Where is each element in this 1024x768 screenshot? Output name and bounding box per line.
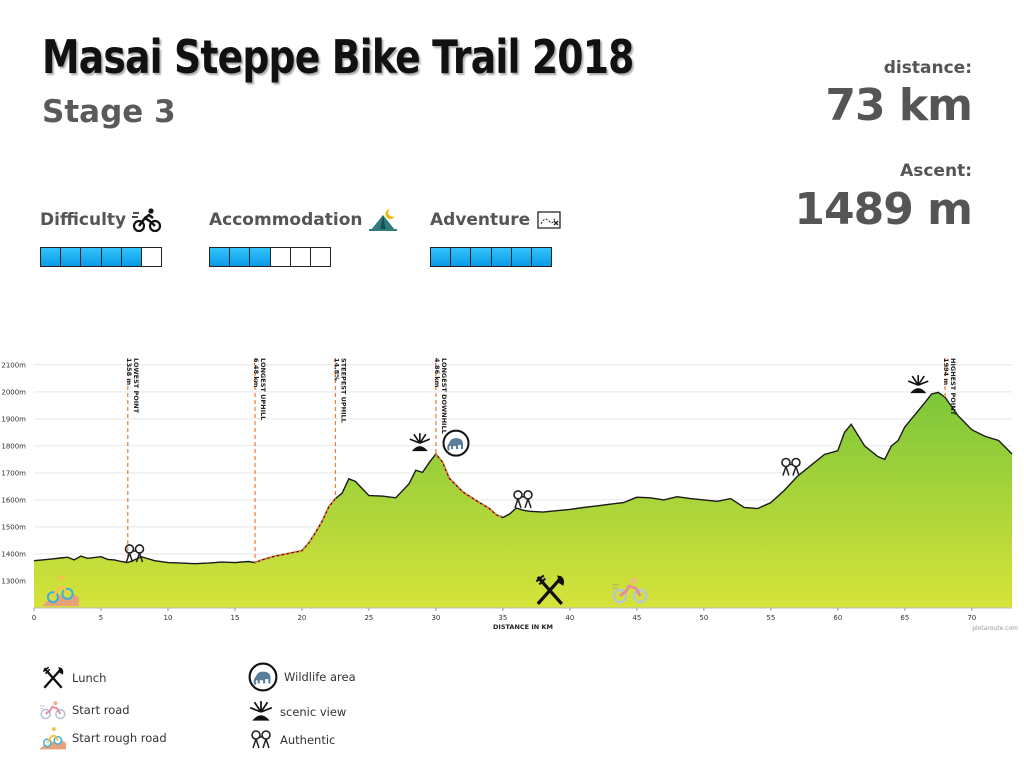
x-tick-label: 50 [699,614,708,622]
y-tick-label: 2100m [1,361,26,369]
y-tick-label: 1800m [1,442,26,450]
authentic-icon [251,730,271,749]
rating-cell [121,248,142,266]
rating-cell [290,248,311,266]
start-road-icon [40,699,66,720]
ascent-value: 1489 m [794,184,973,235]
difficulty-label: Difficulty [40,210,127,230]
x-tick-label: 60 [833,614,842,622]
y-tick-label: 1300m [1,577,26,585]
y-tick-label: 1500m [1,523,26,531]
marker-label: STEEPEST UPHILL [339,358,347,423]
rating-cell [511,248,532,266]
lunch-icon [42,665,65,689]
rating-cell [210,248,231,266]
marker-label: 6.48 km [252,358,260,388]
rating-cell [41,248,62,266]
highlight-segment [435,453,504,519]
tent-icon [369,209,398,231]
difficulty-bar [40,247,162,267]
adventure-label: Adventure [430,210,531,230]
x-tick-label: 30 [431,614,440,622]
marker-label: LONGEST DOWNHILL [440,358,448,434]
treasure-map-icon [537,211,561,229]
legend-label: Start road [72,703,130,717]
marker-label: 1994 m [942,358,950,385]
y-tick-label: 1700m [1,469,26,477]
x-tick-label: 20 [297,614,306,622]
stage-label: Stage 3 [42,94,176,130]
rating-cell [61,248,82,266]
rating-cell [491,248,512,266]
legend-label: Wildlife area [284,670,356,684]
x-tick-label: 45 [632,614,641,622]
marker-label: HIGHEST POINT [949,358,957,416]
marker-label: 4.86 km [433,358,441,388]
rating-cell [471,248,492,266]
accommodation-rating: Accommodation [209,205,398,267]
x-tick-label: 40 [565,614,574,622]
x-tick-label: 65 [900,614,909,622]
rating-cell [230,248,251,266]
accommodation-bar [209,247,331,267]
rating-cell [101,248,122,266]
page-title: Masai Steppe Bike Trail 2018 [42,30,634,84]
y-tick-label: 1400m [1,550,26,558]
rating-cell [531,248,552,266]
marker-label: LOWEST POINT [132,358,140,414]
scenic-view-icon [249,700,273,722]
y-tick-label: 2000m [1,388,26,396]
adventure-rating: Adventure [430,205,562,267]
x-tick-label: 35 [498,614,507,622]
legend-label: Lunch [72,671,107,685]
legend-authentic: Authentic [248,728,335,752]
chart-credit: plotaroute.com [972,625,1018,632]
rating-cell [81,248,102,266]
cyclist-icon [132,208,162,233]
distance-value: 73 km [825,80,973,131]
y-tick-label: 1600m [1,496,26,504]
accommodation-label: Accommodation [209,210,363,230]
marker-label: 14.8% [332,358,340,381]
marker-label: LONGEST UPHILL [259,358,267,420]
x-tick-label: 70 [967,614,976,622]
ascent-label: Ascent: [900,161,972,181]
legend-wildlife-area: Wildlife area [248,662,356,692]
legend-label: Start rough road [72,731,167,745]
legend-scenic-view: scenic view [248,699,346,725]
scenic-view-icon [409,432,431,452]
highlight-segment [254,497,337,564]
scenic-view-icon [907,374,930,394]
x-tick-label: 10 [164,614,173,622]
x-tick-label: 25 [364,614,373,622]
rating-cell [451,248,472,266]
x-tick-label: 15 [230,614,239,622]
legend-label: Authentic [280,733,336,747]
rating-cell [431,248,452,266]
legend-label: scenic view [280,705,347,719]
distance-label: distance: [883,58,972,78]
legend-lunch: Lunch [40,665,106,691]
y-tick-label: 1900m [1,415,26,423]
x-tick-label: 5 [99,614,103,622]
legend-start-rough-road: Start rough road [40,726,167,750]
difficulty-rating: Difficulty [40,205,162,267]
rating-cell [250,248,271,266]
adventure-bar [430,247,552,267]
rating-cell [141,248,162,266]
start-rough-road-icon [40,726,66,750]
x-tick-label: 55 [766,614,775,622]
x-tick-label: 0 [32,614,36,622]
wildlife-area-icon [442,429,470,457]
wildlife-area-icon [248,662,278,692]
rating-cell [270,248,291,266]
legend-start-road: Start road [40,699,130,721]
rating-cell [310,248,331,266]
x-axis-label: DISTANCE IN KM [493,623,553,631]
marker-label: 1358 m [125,358,133,385]
